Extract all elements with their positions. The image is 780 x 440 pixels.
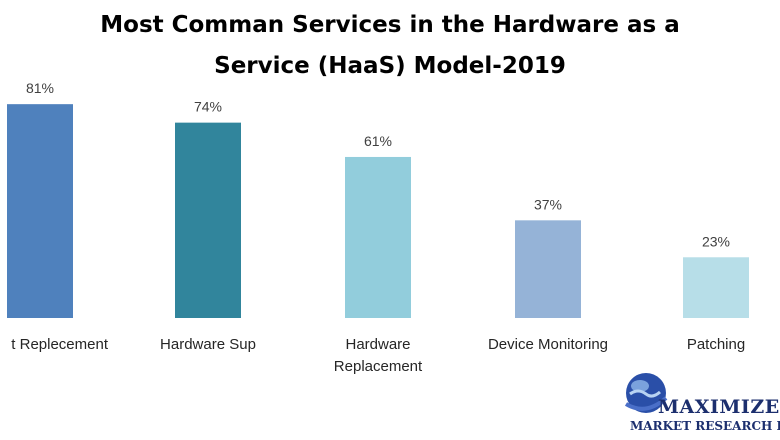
chart-title-line-2: Service (HaaS) Model-2019 (214, 53, 566, 79)
bar-4 (515, 220, 581, 318)
category-label-5: Patching (687, 336, 745, 353)
data-label-5: 23% (702, 233, 730, 249)
chart-title-line-1: Most Comman Services in the Hardware as … (100, 12, 680, 38)
category-label-1: t Replecement (11, 336, 109, 353)
category-label-3-line-1: Hardware (345, 336, 410, 353)
category-label-3-line-2: Replacement (334, 358, 423, 375)
bar-1 (7, 104, 73, 318)
logo-wordmark: MAXIMIZE (658, 396, 780, 418)
bar-2 (175, 122, 241, 318)
data-label-2: 74% (194, 99, 222, 115)
data-label-3: 61% (364, 133, 392, 149)
globe-logo-icon (624, 373, 668, 413)
logo-subtitle: MARKET RESEARCH PVT (630, 419, 780, 433)
data-label-4: 37% (534, 196, 562, 212)
bar-5 (683, 257, 749, 318)
bar-3 (345, 156, 411, 318)
category-label-4: Device Monitoring (488, 336, 608, 353)
category-label-2: Hardware Sup (160, 336, 256, 353)
data-label-1: 81% (26, 80, 54, 96)
